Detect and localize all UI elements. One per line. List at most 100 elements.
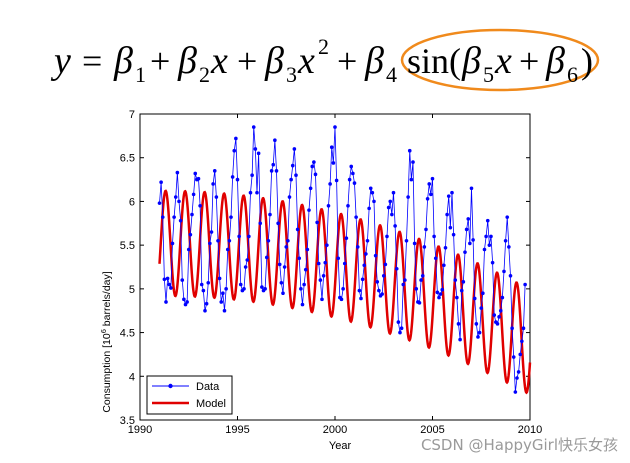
data-point [243, 265, 248, 269]
data-point [432, 234, 436, 239]
x-tick-label: 2010 [518, 424, 542, 436]
y-tick-label: 4 [129, 371, 135, 383]
data-point [201, 288, 206, 293]
data-point [336, 256, 341, 261]
data-point [396, 320, 401, 324]
data-point [468, 241, 472, 246]
data-point [297, 256, 302, 261]
data-point [360, 277, 365, 282]
data-point [518, 352, 523, 357]
data-point [274, 169, 279, 173]
data-point [312, 160, 316, 164]
data-point [406, 195, 410, 199]
data-point [450, 190, 454, 195]
data-point [505, 215, 510, 219]
data-point [196, 176, 201, 181]
data-point [159, 180, 163, 184]
data-point [323, 260, 328, 265]
y-tick-label: 6 [129, 196, 135, 208]
data-series [157, 125, 527, 394]
data-point [490, 260, 495, 265]
data-point [183, 302, 188, 307]
data-point [498, 308, 503, 313]
data-point [172, 215, 176, 219]
data-point [417, 301, 422, 305]
data-point [302, 282, 306, 287]
data-point [177, 199, 181, 204]
data-point [497, 315, 501, 319]
data-point [325, 243, 329, 247]
data-point [206, 280, 211, 285]
data-point [295, 227, 300, 232]
data-point [209, 230, 214, 234]
data-point [365, 238, 370, 243]
y-tick-label: 3.5 [120, 415, 135, 427]
data-point [502, 269, 506, 274]
data-point [359, 296, 363, 301]
data-point [466, 217, 471, 221]
data-point [458, 337, 462, 342]
data-point [481, 291, 485, 296]
data-point [513, 390, 518, 394]
model-line [158, 189, 532, 395]
data-point [190, 212, 194, 217]
formula-y: y [50, 40, 71, 82]
data-point [289, 177, 293, 182]
data-point [182, 297, 186, 302]
data-point [451, 232, 456, 237]
formula-sin: sin( [407, 41, 461, 81]
data-point [326, 204, 331, 208]
x-axis-label: Year [329, 440, 352, 452]
data-point [329, 145, 334, 150]
data-point [300, 302, 305, 307]
data-point [157, 201, 162, 205]
data-point [489, 234, 493, 239]
data-line [159, 127, 526, 393]
legend-data-marker [168, 383, 173, 389]
data-point [290, 163, 295, 168]
formula-beta-6: β [545, 40, 565, 82]
y-axis-label: Consumption [106 barrels/day] [99, 271, 113, 412]
data-point [355, 245, 360, 249]
data-point [245, 258, 250, 262]
formula-sub-5: 5 [483, 62, 494, 87]
data-point [238, 282, 243, 287]
data-point [313, 172, 318, 177]
formula-x-3: x [494, 40, 512, 82]
data-point [479, 306, 484, 310]
data-point [299, 287, 303, 291]
data-point [485, 218, 490, 223]
data-point [333, 125, 337, 129]
data-point [256, 151, 261, 156]
data-point [331, 161, 336, 165]
formula-beta-3: β [264, 40, 284, 82]
data-point [167, 282, 172, 287]
data-point [414, 287, 419, 291]
data-point [347, 177, 352, 182]
data-point [476, 335, 480, 339]
data-point [471, 238, 475, 242]
data-point [453, 278, 458, 282]
data-point [222, 308, 227, 313]
data-point [500, 295, 505, 300]
data-point [320, 297, 324, 302]
data-point [463, 250, 467, 254]
data-point [328, 182, 332, 186]
data-point [251, 125, 256, 129]
data-point [429, 192, 433, 197]
x-tick-label: 2000 [323, 424, 347, 436]
data-point [386, 205, 391, 210]
data-point [237, 234, 241, 239]
data-point [411, 160, 415, 164]
data-point [377, 288, 381, 293]
data-point [334, 178, 339, 183]
formula-sub-6: 6 [567, 62, 578, 87]
data-point [224, 287, 228, 291]
formula-beta-5: β [461, 40, 481, 82]
formula-sub-4: 4 [386, 62, 397, 87]
data-point [492, 313, 497, 317]
data-point [407, 148, 412, 153]
data-point [258, 221, 263, 226]
data-point [393, 224, 397, 228]
data-point [459, 288, 464, 293]
